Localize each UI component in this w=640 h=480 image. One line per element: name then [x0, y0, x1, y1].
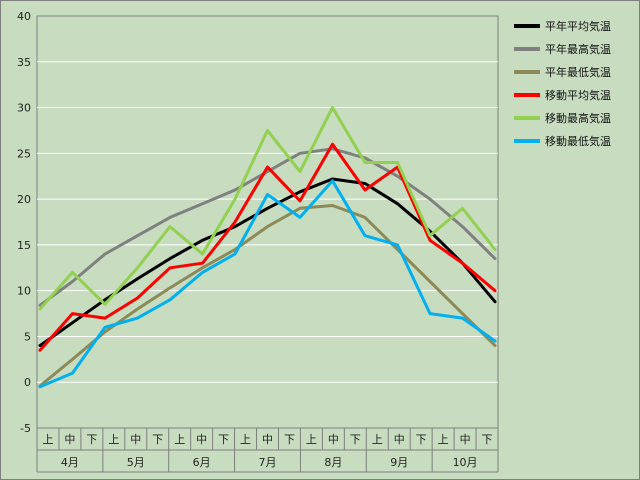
x-month-label: 6月 — [193, 456, 211, 469]
series-line-5 — [38, 179, 497, 389]
x-month-label: 9月 — [390, 456, 408, 469]
plot-area — [36, 15, 499, 429]
x-period-label: 中 — [328, 433, 339, 446]
series-line-4 — [38, 106, 497, 311]
x-period-label: 中 — [130, 433, 141, 446]
x-month-label: 4月 — [61, 456, 79, 469]
y-tick-label: 30 — [17, 102, 31, 115]
y-tick-label: 40 — [17, 10, 31, 23]
gridlines — [37, 61, 498, 383]
y-tick-label: 20 — [17, 193, 31, 206]
x-period-label: 下 — [482, 433, 493, 446]
x-period-label: 中 — [394, 433, 405, 446]
x-period-label: 中 — [460, 433, 471, 446]
y-tick-label: 10 — [17, 285, 31, 298]
x-month-label: 5月 — [127, 456, 145, 469]
x-period-label: 上 — [240, 433, 251, 446]
legend-label: 移動最高気温 — [545, 111, 611, 125]
x-period-label: 上 — [372, 433, 383, 446]
x-period-label: 上 — [108, 433, 119, 446]
x-period-label: 下 — [86, 433, 97, 446]
x-period-label: 中 — [196, 433, 207, 446]
y-tick-label: 5 — [24, 330, 31, 343]
series-lines — [38, 106, 497, 389]
y-axis-ticks: -5 0 5 10 15 20 25 30 35 40 — [17, 10, 31, 435]
x-month-label: 10月 — [453, 456, 478, 469]
x-period-label: 中 — [262, 433, 273, 446]
legend-label: 移動最低気温 — [545, 134, 611, 148]
legend-label: 平年最低気温 — [545, 65, 611, 79]
y-tick-label: 0 — [24, 376, 31, 389]
y-tick-label: -5 — [20, 422, 31, 435]
x-period-label: 下 — [350, 433, 361, 446]
x-period-label: 下 — [152, 433, 163, 446]
x-axis: 上中下上中下上中下上中下上中下上中下上中下4月 5月 6月 7月 8月 9月 10月 — [36, 428, 499, 473]
x-period-label: 中 — [64, 433, 75, 446]
x-period-label: 上 — [306, 433, 317, 446]
x-period-label: 上 — [42, 433, 53, 446]
x-month-label: 7月 — [259, 456, 277, 469]
y-tick-label: 15 — [17, 239, 31, 252]
legend-label: 移動平均気温 — [545, 88, 611, 102]
y-tick-label: 35 — [17, 56, 31, 69]
x-month-label: 8月 — [324, 456, 342, 469]
series-line-1 — [38, 147, 497, 307]
series-line-3 — [38, 142, 497, 352]
x-period-label: 下 — [284, 433, 295, 446]
x-period-label: 下 — [416, 433, 427, 446]
legend-label: 平年平均気温 — [545, 19, 611, 33]
x-period-label: 下 — [218, 433, 229, 446]
legend-label: 平年最高気温 — [545, 42, 611, 56]
x-period-label: 上 — [438, 433, 449, 446]
y-tick-label: 25 — [17, 147, 31, 160]
x-period-label: 上 — [174, 433, 185, 446]
